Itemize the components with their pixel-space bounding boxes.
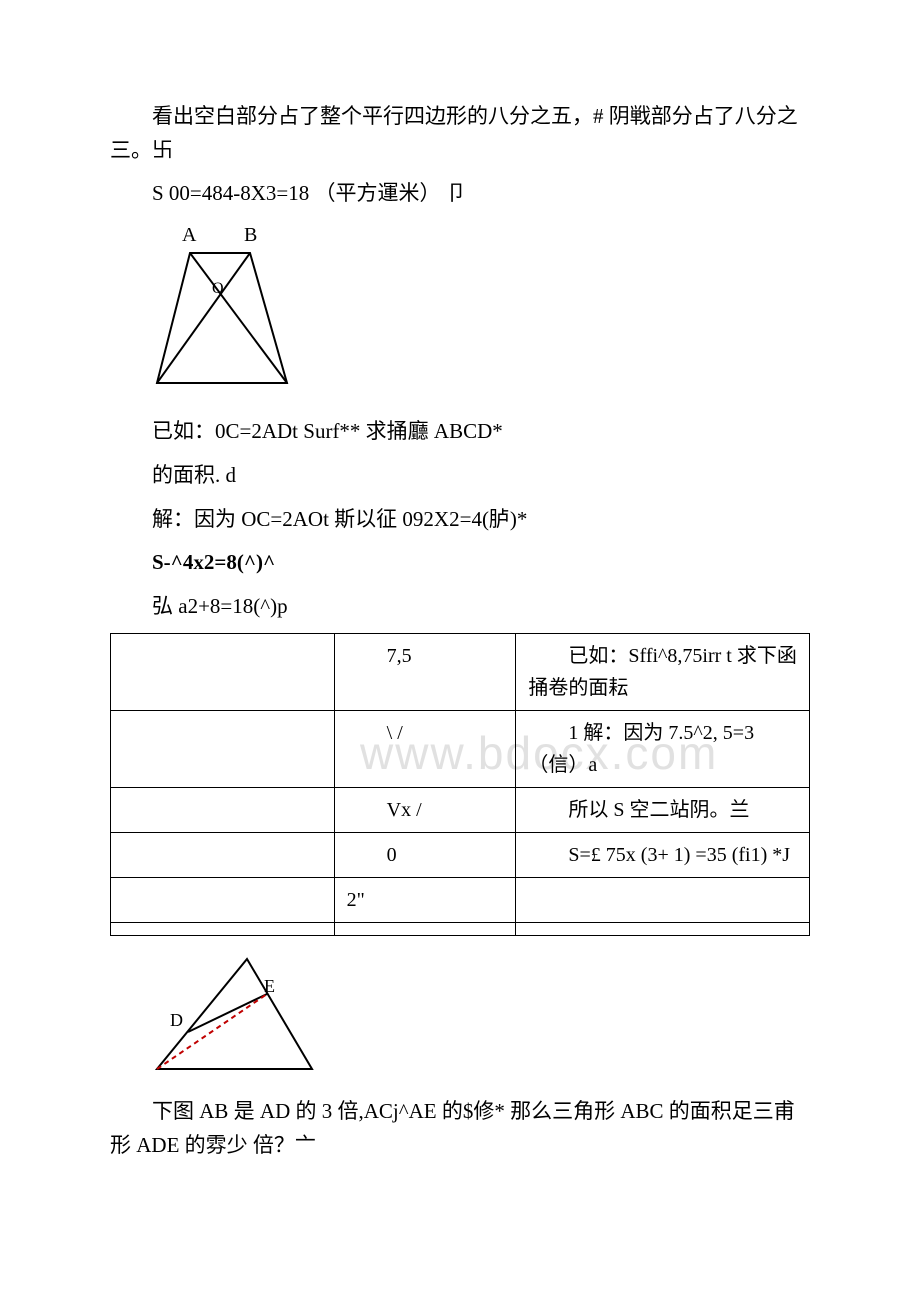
cell: 7,5 xyxy=(334,634,516,711)
cell xyxy=(516,923,810,936)
label-d: D xyxy=(170,1010,183,1030)
figure-trapezoid: A B O xyxy=(152,223,810,404)
paragraph-3: 已如：0C=2ADt Surf** 求捅廳 ABCD* xyxy=(110,415,810,449)
paragraph-7: 弘 a2+8=18(^)p xyxy=(110,590,810,624)
paragraph-6: S-^4x2=8(^)^ xyxy=(110,546,810,580)
table-row: 7,5 已如：Sffi^8,75irr t 求下函捅卷的面耘 xyxy=(111,634,810,711)
table-row: Vx / 所以 S 空二站阴。兰 xyxy=(111,788,810,833)
cell xyxy=(111,788,335,833)
cell xyxy=(111,878,335,923)
label-a: A xyxy=(182,224,197,246)
cell: 1 解：因为 7.5^2, 5=3 （信）a xyxy=(516,711,810,788)
label-b: B xyxy=(244,224,257,246)
cell xyxy=(111,923,335,936)
trapezoid-outline xyxy=(157,253,287,383)
cell xyxy=(516,878,810,923)
cell xyxy=(111,634,335,711)
paragraph-8: 下图 AB 是 AD 的 3 倍,ACj^AE 的$修* 那么三角形 ABC 的… xyxy=(110,1095,810,1162)
table-row xyxy=(111,923,810,936)
cell: 0 xyxy=(334,833,516,878)
cell xyxy=(334,923,516,936)
table-row: \ / 1 解：因为 7.5^2, 5=3 （信）a xyxy=(111,711,810,788)
paragraph-5: 解：因为 OC=2AOt 斯以征 092X2=4(胪)* xyxy=(110,503,810,537)
segment-de xyxy=(188,994,267,1032)
cell: 2" xyxy=(334,878,516,923)
table-row: 0 S=£ 75x (3+ 1) =35 (fi1) *J xyxy=(111,833,810,878)
dashed-line xyxy=(157,994,267,1069)
label-o: O xyxy=(212,280,224,297)
table-row: 2" xyxy=(111,878,810,923)
cell xyxy=(111,711,335,788)
paragraph-2: S 00=484-8X3=18 （平方運米） 卩 xyxy=(110,177,810,211)
data-table: 7,5 已如：Sffi^8,75irr t 求下函捅卷的面耘 \ / 1 解：因… xyxy=(110,633,810,936)
label-e: E xyxy=(264,976,275,996)
cell: 所以 S 空二站阴。兰 xyxy=(516,788,810,833)
figure-triangle: D E xyxy=(152,954,810,1085)
paragraph-1: 看出空白部分占了整个平行四边形的八分之五，# 阴戦部分占了八分之三。卐 xyxy=(110,100,810,167)
paragraph-4: 的面积. d xyxy=(152,459,810,493)
cell: Vx / xyxy=(334,788,516,833)
cell xyxy=(111,833,335,878)
cell: \ / xyxy=(334,711,516,788)
cell: S=£ 75x (3+ 1) =35 (fi1) *J xyxy=(516,833,810,878)
cell: 已如：Sffi^8,75irr t 求下函捅卷的面耘 xyxy=(516,634,810,711)
